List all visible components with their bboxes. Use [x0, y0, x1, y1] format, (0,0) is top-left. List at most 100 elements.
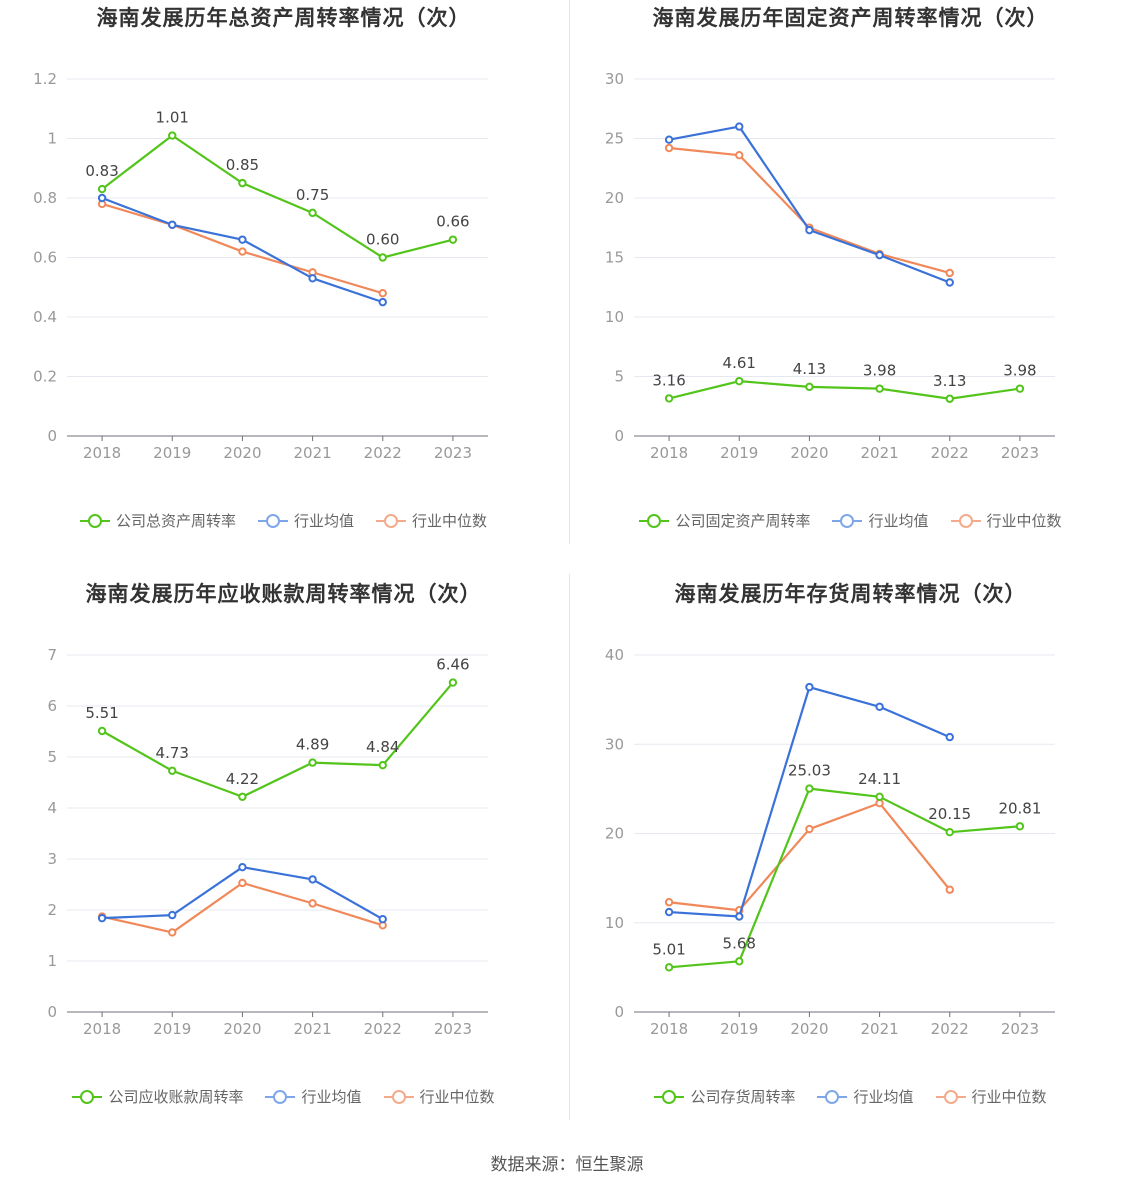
legend-line-marker-icon	[654, 1089, 685, 1105]
data-label: 3.98	[1003, 362, 1036, 380]
y-tick-label: 0	[614, 427, 624, 445]
data-point-company	[238, 178, 247, 188]
y-tick-label: 0.6	[33, 249, 57, 267]
legend-item-industry-median[interactable]: 行业中位数	[935, 1086, 1047, 1107]
data-point-company	[448, 235, 458, 244]
chart-title: 海南发展历年应收账款周转率情况（次）	[85, 582, 482, 606]
y-tick-label: 0	[47, 1003, 57, 1021]
legend-item-industry-average[interactable]: 行业均值	[257, 510, 354, 531]
y-tick-label: 0.4	[33, 308, 57, 326]
x-tick-label: 2022	[931, 1020, 969, 1038]
data-label: 4.89	[296, 736, 329, 754]
x-tick-label: 2018	[83, 1020, 121, 1038]
data-point-company	[664, 394, 674, 403]
y-tick-label: 40	[605, 646, 624, 664]
data-point-company	[238, 792, 247, 801]
data-point-industry-average	[735, 122, 744, 131]
data-label: 0.60	[366, 231, 399, 249]
data-point-industry-average	[945, 278, 954, 287]
data-point-industry-average	[238, 235, 247, 244]
line-chart-inventory-turnover: 0 10 20 30 40 2018 2019 2020 2021 2022 2023 5.01 5.6…	[605, 646, 1055, 1038]
data-label: 20.15	[928, 805, 971, 823]
data-label: 20.81	[998, 799, 1041, 817]
data-label: 0.66	[436, 213, 469, 231]
data-point-company	[448, 678, 458, 687]
legend-line-marker-icon	[817, 1089, 848, 1105]
y-tick-label: 25	[605, 130, 624, 148]
legend-label: 行业均值	[301, 1088, 362, 1106]
legend-item-industry-median[interactable]: 行业中位数	[383, 1086, 495, 1107]
x-tick-label: 2020	[790, 444, 828, 462]
data-point-company	[97, 184, 107, 194]
legend-item-company[interactable]: 公司总资产周转率	[79, 510, 236, 531]
y-tick-label: 0.8	[33, 189, 57, 207]
data-label: 3.98	[863, 362, 896, 380]
data-point-company	[875, 792, 884, 802]
legend-item-industry-average[interactable]: 行业均值	[265, 1086, 362, 1107]
y-tick-label: 0	[614, 1003, 624, 1021]
legend-item-company[interactable]: 公司存货周转率	[654, 1086, 795, 1107]
y-tick-label: 10	[605, 914, 624, 932]
series-line-company	[101, 134, 454, 259]
legend-label: 公司总资产周转率	[115, 512, 236, 530]
data-point-company	[875, 384, 884, 393]
data-point-industry-median	[308, 899, 317, 908]
data-source-note: 数据来源：恒生聚源	[490, 1155, 644, 1175]
chart-panel-total-asset-turnover: 海南发展历年总资产周转率情况（次） 0 0.2 0.4 0.6 0.8 1 1.2 2018 2…	[0, 0, 567, 576]
x-tick-label: 2018	[650, 1020, 688, 1038]
legend-item-industry-median[interactable]: 行业中位数	[376, 510, 487, 531]
data-label: 25.03	[788, 762, 831, 780]
data-point-industry-average	[378, 914, 387, 924]
chart-panel-inventory-turnover: 海南发展历年存货周转率情况（次） 0 10 20 30 40 2018 2019 2020 20…	[567, 576, 1134, 1152]
data-point-industry-average	[308, 875, 317, 884]
legend-line-marker-icon	[639, 513, 670, 529]
data-label: 0.83	[85, 162, 118, 180]
legend-item-industry-average[interactable]: 行业均值	[817, 1086, 914, 1107]
legend-line-marker-icon	[79, 513, 110, 529]
legend-item-company[interactable]: 公司固定资产周转率	[639, 510, 810, 531]
series-line-industry-median	[668, 146, 951, 275]
data-point-industry-average	[664, 907, 674, 917]
legend-item-industry-average[interactable]: 行业均值	[832, 510, 929, 531]
data-label: 3.16	[652, 371, 685, 389]
data-label: 6.46	[436, 656, 469, 674]
x-tick-label: 2022	[364, 1020, 402, 1038]
chart-legend: 公司总资产周转率 行业均值 行业中位数	[0, 510, 567, 531]
legend-item-company[interactable]: 公司应收账款周转率	[72, 1086, 243, 1107]
data-label: 3.13	[933, 372, 966, 390]
data-point-company	[805, 382, 814, 392]
y-tick-label: 6	[47, 697, 57, 715]
x-tick-label: 2021	[860, 444, 898, 462]
data-label: 1.01	[156, 109, 189, 127]
data-point-industry-median	[945, 268, 954, 278]
y-tick-label: 30	[605, 70, 624, 88]
line-chart-fixed-asset-turnover: 0 5 10 15 20 25 30 2018 2019 2020 2021 2022 2023 3.16…	[605, 70, 1055, 462]
data-label: 4.13	[793, 360, 826, 378]
y-tick-label: 0.2	[33, 368, 57, 386]
data-point-industry-average	[735, 912, 744, 921]
legend-label: 公司存货周转率	[690, 1088, 796, 1106]
y-tick-label: 5	[614, 368, 624, 386]
series-line-company	[101, 681, 454, 798]
y-tick-label: 7	[47, 646, 57, 664]
x-tick-label: 2023	[1001, 444, 1039, 462]
chart-legend: 公司存货周转率 行业均值 行业中位数	[567, 1086, 1134, 1107]
x-tick-label: 2022	[364, 444, 402, 462]
data-point-industry-average	[97, 913, 107, 923]
series-line-company	[668, 787, 1021, 969]
legend-item-industry-median[interactable]: 行业中位数	[950, 510, 1062, 531]
data-point-industry-average	[805, 225, 814, 235]
series-line-industry-average	[668, 125, 951, 284]
data-point-industry-median	[238, 247, 247, 256]
data-point-company	[735, 957, 744, 966]
data-point-company	[378, 253, 387, 262]
data-point-industry-median	[238, 878, 247, 888]
data-point-company	[97, 726, 107, 736]
legend-label: 行业中位数	[419, 1088, 495, 1106]
data-point-company	[378, 760, 387, 770]
legend-label: 公司应收账款周转率	[108, 1088, 244, 1106]
x-tick-label: 2023	[1001, 1020, 1039, 1038]
x-tick-label: 2022	[931, 444, 969, 462]
legend-line-marker-icon	[72, 1089, 103, 1105]
y-tick-label: 20	[605, 189, 624, 207]
